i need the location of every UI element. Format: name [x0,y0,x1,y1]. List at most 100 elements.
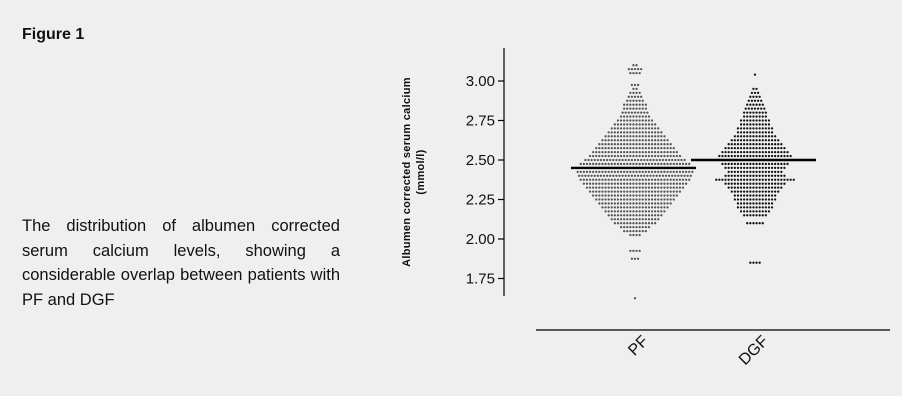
data-point-pf [582,182,585,185]
data-point-dgf [743,210,746,213]
data-point-pf [650,147,654,150]
data-point-dgf [755,143,758,146]
data-point-pf [610,186,613,189]
data-point-pf [647,198,651,201]
data-point-pf [635,249,638,253]
data-point-pf [624,174,627,177]
y-axis-label: Albumen corrected serum calcium (mmol/l) [401,77,427,267]
data-point-dgf [767,166,771,170]
data-point-pf [633,158,637,162]
data-point-pf [632,115,635,118]
data-point-dgf [761,222,764,225]
data-point-pf [601,143,604,146]
data-point-dgf [739,147,743,150]
data-point-dgf [753,107,757,110]
data-point-pf [626,135,629,138]
data-point-pf [613,198,616,201]
data-point-pf [610,131,613,134]
data-point-dgf [777,154,780,158]
data-point-pf [616,135,620,138]
data-point-pf [629,150,632,154]
data-point-dgf [746,150,749,154]
data-point-pf [638,198,641,201]
data-point-pf [616,210,620,213]
data-point-pf [616,178,620,181]
data-point-pf [660,194,663,197]
data-point-pf [584,158,587,162]
figure-title: Figure 1 [22,26,85,43]
data-point-pf [654,182,657,185]
data-point-dgf [783,150,786,154]
data-point-pf [660,154,663,158]
data-point-pf [598,154,601,158]
data-point-dgf [733,135,736,138]
data-point-pf [626,139,629,142]
data-point-pf [632,150,635,154]
data-point-pf [641,182,644,185]
data-point-pf [623,190,626,193]
data-point-dgf [761,123,764,126]
data-point-pf [616,218,620,221]
data-point-pf [650,186,654,189]
data-point-dgf [749,150,752,154]
data-point-pf [619,131,623,134]
data-point-pf [635,222,638,225]
data-point-pf [596,158,599,162]
data-point-pf [610,182,613,185]
data-point-dgf [752,162,755,166]
data-point-pf [636,68,640,71]
data-point-pf [666,178,669,181]
data-point-pf [663,198,666,201]
data-point-dgf [761,194,764,197]
data-point-pf [632,249,635,253]
data-point-dgf [755,135,758,138]
data-points [576,64,795,300]
data-point-pf [621,111,624,114]
data-point-dgf [783,166,786,170]
data-point-pf [607,178,610,181]
data-point-pf [616,186,620,189]
data-point-dgf [733,154,736,158]
data-point-pf [582,178,585,181]
y-axis-label-line2: (mmol/l) [415,149,427,194]
data-point-pf [598,143,601,146]
data-point-pf [582,162,585,166]
data-point-pf [644,115,647,118]
data-point-pf [599,158,603,162]
data-point-dgf [718,154,721,158]
data-point-dgf [767,154,771,158]
data-point-pf [644,226,647,229]
data-point-pf [598,170,601,174]
data-point-pf [649,158,652,162]
data-point-pf [638,218,641,221]
data-point-dgf [774,178,777,181]
data-point-pf [644,222,647,225]
data-point-dgf [752,123,755,126]
data-point-pf [629,206,632,209]
data-point-dgf [749,170,752,174]
data-point-pf [675,170,678,174]
data-point-pf [592,150,595,154]
data-point-pf [650,178,654,181]
data-point-dgf [761,143,764,146]
data-point-dgf [746,214,749,217]
data-point-pf [610,170,613,174]
data-point-pf [619,202,623,205]
data-point-pf [657,154,660,158]
data-point-pf [587,158,590,162]
data-point-dgf [761,111,764,114]
data-point-dgf [777,186,780,189]
data-point-dgf [758,150,761,154]
data-point-dgf [749,139,752,142]
data-point-pf [641,139,644,142]
data-point-dgf [736,194,740,197]
data-point-pf [632,214,635,217]
data-point-pf [619,182,623,185]
data-point-pf [632,135,635,138]
data-point-pf [632,143,635,146]
data-point-dgf [770,202,774,205]
figure-caption: The distribution of albumen corrected se… [22,217,340,309]
data-point-dgf [727,147,730,150]
data-point-pf [657,178,660,181]
data-point-dgf [752,182,755,185]
